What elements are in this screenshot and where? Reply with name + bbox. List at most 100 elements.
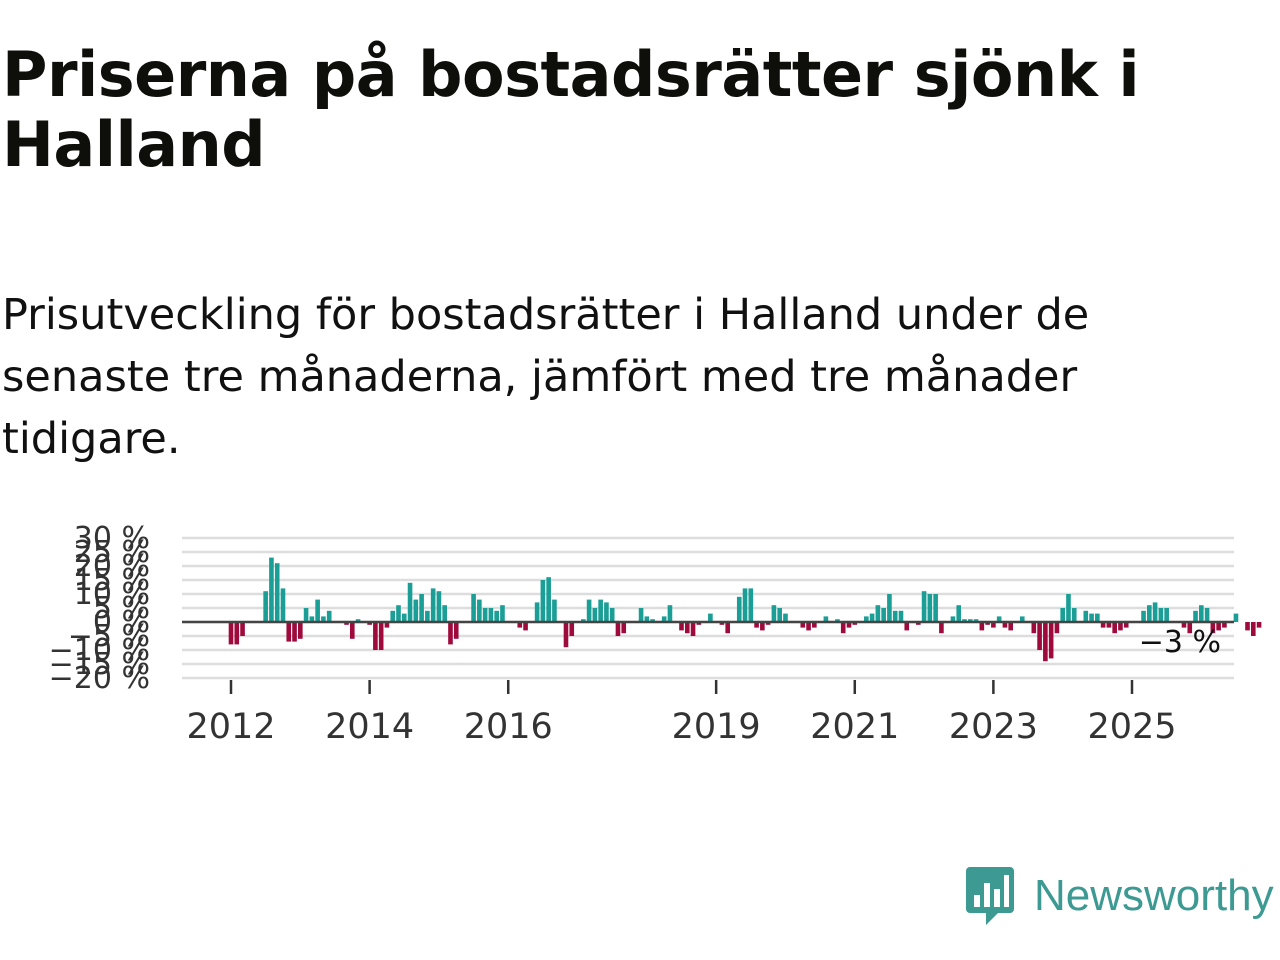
- bar: [684, 622, 690, 634]
- bar: [1095, 613, 1100, 622]
- bar: [442, 605, 448, 622]
- bar: [349, 622, 355, 639]
- bar: [355, 619, 361, 622]
- bar: [280, 588, 286, 622]
- bar: [1054, 622, 1060, 634]
- x-tick-label: 2014: [325, 707, 414, 747]
- bar: [286, 622, 292, 642]
- bar: [378, 622, 384, 650]
- bar: [534, 602, 540, 622]
- bar: [933, 594, 938, 622]
- bar: [950, 616, 956, 622]
- bar: [800, 622, 806, 628]
- y-tick-label: 30 %: [74, 521, 150, 556]
- bar: [604, 602, 609, 622]
- bar: [1037, 622, 1042, 650]
- bar: [540, 580, 546, 622]
- bar: [1158, 608, 1164, 622]
- bar: [303, 608, 309, 622]
- last-value-label: −3 %: [1139, 625, 1221, 660]
- bar: [748, 588, 754, 622]
- bar: [864, 616, 869, 622]
- bar: [1123, 622, 1129, 628]
- bar: [875, 605, 881, 622]
- bar: [1083, 610, 1089, 622]
- bar: [1245, 622, 1250, 631]
- bar: [234, 622, 240, 645]
- bar: [760, 622, 765, 631]
- bar: [1048, 622, 1054, 659]
- bar: [1089, 613, 1094, 622]
- newsworthy-logo-icon: [966, 867, 1014, 925]
- bar: [771, 605, 777, 622]
- bar: [274, 563, 280, 622]
- bar: [679, 622, 684, 631]
- bar: [1019, 616, 1025, 622]
- bar: [321, 616, 326, 622]
- bar: [413, 599, 419, 622]
- bar: [592, 608, 598, 622]
- bar: [1100, 622, 1106, 628]
- bar: [1198, 605, 1204, 622]
- bar: [1141, 610, 1146, 622]
- bar: [1152, 602, 1158, 622]
- y-tick-label: 5 %: [93, 591, 150, 626]
- y-tick-label: 25 %: [74, 535, 150, 570]
- bar: [269, 557, 274, 622]
- x-tick-label: 2016: [464, 707, 553, 747]
- bar: [725, 622, 731, 634]
- bar: [806, 622, 811, 631]
- bar: [650, 619, 655, 622]
- bar: [228, 622, 234, 645]
- bar: [240, 622, 245, 636]
- bar: [846, 622, 852, 628]
- brand-name: Newsworthy: [1034, 871, 1274, 920]
- bar: [598, 599, 603, 622]
- x-tick-label: 2019: [672, 707, 761, 747]
- bar: [615, 622, 621, 636]
- bar: [765, 622, 771, 625]
- bar: [921, 591, 927, 622]
- bar: [396, 605, 401, 622]
- bar: [736, 596, 742, 622]
- bar: [1043, 622, 1048, 662]
- bar: [1187, 622, 1193, 634]
- bar: [1066, 594, 1071, 622]
- page-title: Priserna på bostadsrätter sjönk i Hallan…: [2, 38, 1140, 181]
- bar: [667, 605, 673, 622]
- bar: [1071, 608, 1077, 622]
- bar: [315, 599, 320, 622]
- x-axis-ticks: 2012 2014 2016 2019 2021 2023 2025: [186, 680, 1177, 747]
- y-tick-label: 15 %: [74, 563, 150, 598]
- bar: [477, 599, 482, 622]
- bar: [754, 622, 759, 628]
- bar: [621, 622, 627, 634]
- bar: [661, 616, 667, 622]
- bar: [373, 622, 378, 650]
- bar: [367, 622, 372, 625]
- bar: [1008, 622, 1014, 631]
- bar: [783, 613, 788, 622]
- y-tick-label: −20 %: [49, 661, 150, 696]
- newsworthy-logo[interactable]: Newsworthy: [964, 864, 1274, 928]
- bar: [869, 613, 875, 622]
- bar: [991, 622, 996, 628]
- bar: [904, 622, 910, 631]
- bar: [973, 619, 979, 622]
- chart-subtitle: Prisutveckling för bostadsrätter i Halla…: [2, 290, 1090, 464]
- bar: [777, 608, 782, 622]
- bar: [1256, 622, 1262, 628]
- bar: [494, 610, 499, 622]
- bar: [898, 610, 904, 622]
- bar: [823, 616, 829, 622]
- bar: [390, 610, 396, 622]
- bar: [546, 577, 551, 622]
- bar: [835, 619, 840, 622]
- bar: [609, 608, 615, 622]
- bar: [1002, 622, 1008, 628]
- bar: [425, 610, 430, 622]
- y-axis-tick-labels: 30 %25 %20 %15 %10 %5 %0 %−5 %−10 %−15 %…: [49, 521, 150, 696]
- bar: [1210, 622, 1216, 634]
- bar: [407, 582, 413, 622]
- y-tick-label: −10 %: [49, 633, 150, 668]
